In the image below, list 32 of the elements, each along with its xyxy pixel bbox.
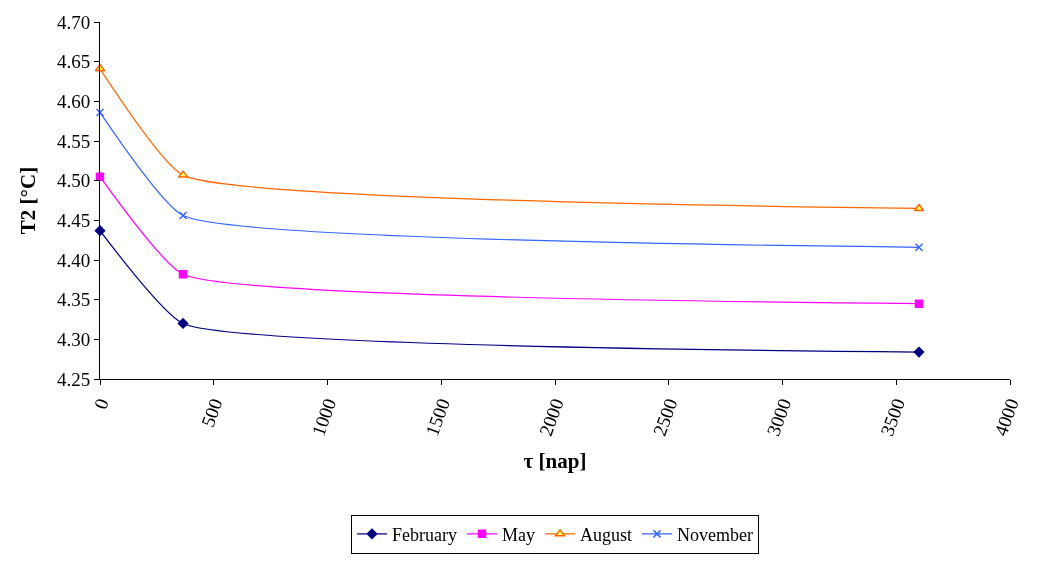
x-tick-label: 1500 [421, 395, 454, 439]
y-tick-label: 4.50 [56, 170, 91, 192]
x-tick-label: 2000 [534, 395, 568, 439]
y-tick-label: 4.60 [56, 90, 91, 112]
y-tick-label: 4.35 [56, 289, 91, 311]
y-axis-title: T2 [°C] [16, 166, 41, 235]
legend-label: November [677, 524, 753, 545]
point [914, 243, 924, 252]
point [178, 270, 188, 279]
y-tick-label: 4.30 [56, 328, 91, 350]
point [177, 318, 189, 329]
y-tick-label: 4.70 [56, 11, 91, 33]
x-tick-label: 4000 [989, 395, 1023, 439]
y-tick-label: 4.25 [56, 368, 91, 390]
y-tick-label: 4.45 [56, 209, 91, 231]
legend-label: August [579, 524, 632, 545]
x-tick-label: 2500 [648, 395, 682, 439]
y-tick-label: 4.40 [56, 249, 91, 271]
x-axis-title: τ [nap] [523, 448, 587, 473]
x-tick-label: 0 [89, 395, 113, 412]
x-tick-label: 1000 [307, 395, 341, 439]
x-tick-label: 3000 [762, 395, 796, 439]
point [914, 299, 924, 308]
x-tick-label: 3500 [876, 395, 909, 439]
legend-label: February [392, 524, 457, 545]
x-tick-label: 500 [196, 395, 227, 430]
y-tick-label: 4.65 [56, 51, 91, 73]
point [95, 108, 105, 117]
y-tick-label: 4.55 [56, 130, 91, 152]
legend-label: May [501, 524, 535, 545]
point [178, 211, 188, 220]
point [913, 346, 925, 358]
